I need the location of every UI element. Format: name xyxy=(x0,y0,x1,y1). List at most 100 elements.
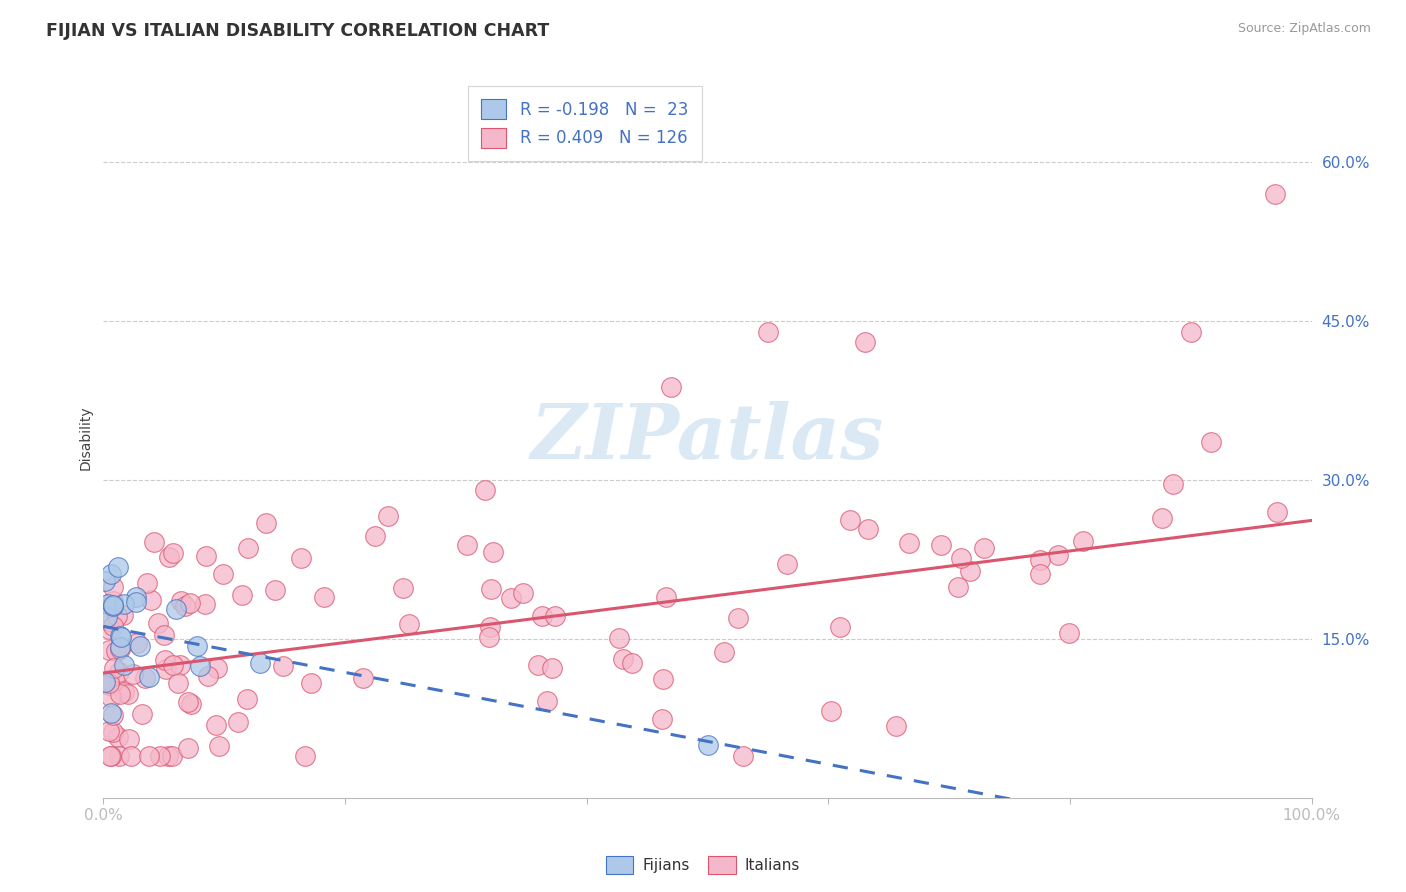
Point xyxy=(607,631,630,645)
Point xyxy=(352,671,374,685)
Point xyxy=(294,748,316,763)
Point xyxy=(166,675,188,690)
Point xyxy=(103,619,125,633)
Point xyxy=(101,598,124,612)
Point xyxy=(98,615,121,629)
Point xyxy=(959,565,981,579)
Point xyxy=(950,550,973,565)
Point xyxy=(97,597,120,611)
Point xyxy=(828,620,851,634)
Point xyxy=(479,620,502,634)
Point xyxy=(149,748,172,763)
Point xyxy=(94,675,117,690)
Point xyxy=(236,691,259,706)
Point xyxy=(98,623,121,637)
Point xyxy=(398,617,420,632)
Point xyxy=(177,695,200,709)
Y-axis label: Disability: Disability xyxy=(79,406,93,470)
Point xyxy=(136,576,159,591)
Point xyxy=(125,595,148,609)
Point xyxy=(512,586,534,600)
Point xyxy=(526,658,548,673)
Point xyxy=(377,509,399,524)
Point xyxy=(194,597,217,611)
Point xyxy=(1199,435,1222,450)
Point xyxy=(153,628,176,642)
Point xyxy=(125,636,148,650)
Point xyxy=(174,599,197,613)
Point xyxy=(131,706,153,721)
Point xyxy=(108,686,131,700)
Point xyxy=(299,676,322,690)
Point xyxy=(103,661,125,675)
Point xyxy=(100,706,122,720)
Point xyxy=(946,580,969,594)
Point xyxy=(478,630,501,644)
Point xyxy=(101,593,124,607)
Point xyxy=(364,529,387,543)
Point xyxy=(756,325,779,339)
Point xyxy=(179,596,201,610)
Point xyxy=(108,665,131,680)
Point xyxy=(138,748,160,763)
Point xyxy=(254,516,277,530)
Point xyxy=(103,708,125,723)
Point xyxy=(112,657,135,672)
Point xyxy=(651,712,673,726)
Point xyxy=(696,738,718,752)
Point xyxy=(169,657,191,672)
Point xyxy=(1264,187,1286,202)
Point xyxy=(100,748,122,763)
Point xyxy=(391,582,413,596)
Point xyxy=(973,541,995,555)
Point xyxy=(176,740,198,755)
Point xyxy=(856,522,879,536)
Point xyxy=(211,567,233,582)
Point xyxy=(931,538,953,552)
Point xyxy=(207,739,229,753)
Point xyxy=(96,610,118,624)
Point xyxy=(544,609,567,624)
Point xyxy=(479,582,502,596)
Point xyxy=(142,534,165,549)
Point xyxy=(162,546,184,560)
Point xyxy=(853,335,876,350)
Point xyxy=(186,640,208,654)
Point xyxy=(108,628,131,642)
Point xyxy=(160,748,183,763)
Point xyxy=(125,591,148,605)
Point xyxy=(249,656,271,670)
Point xyxy=(94,574,117,588)
Text: FIJIAN VS ITALIAN DISABILITY CORRELATION CHART: FIJIAN VS ITALIAN DISABILITY CORRELATION… xyxy=(46,22,550,40)
Point xyxy=(153,653,176,667)
Point xyxy=(98,678,121,692)
Point xyxy=(104,643,127,657)
Point xyxy=(170,594,193,608)
Point xyxy=(226,715,249,730)
Point xyxy=(138,669,160,683)
Point xyxy=(121,667,143,681)
Point xyxy=(1180,325,1202,339)
Point xyxy=(205,718,228,732)
Point xyxy=(134,671,156,685)
Point xyxy=(1057,626,1080,640)
Point xyxy=(100,566,122,581)
Point xyxy=(100,690,122,705)
Point xyxy=(156,748,179,763)
Point xyxy=(884,719,907,733)
Point xyxy=(118,731,141,746)
Point xyxy=(195,549,218,564)
Point xyxy=(205,661,228,675)
Point xyxy=(713,645,735,659)
Point xyxy=(98,724,121,739)
Point xyxy=(101,580,124,594)
Point xyxy=(897,536,920,550)
Point xyxy=(482,545,505,559)
Point xyxy=(111,607,134,622)
Point xyxy=(110,630,132,644)
Point xyxy=(100,748,122,763)
Point xyxy=(146,616,169,631)
Point xyxy=(165,601,187,615)
Point xyxy=(110,641,132,656)
Point xyxy=(1152,511,1174,525)
